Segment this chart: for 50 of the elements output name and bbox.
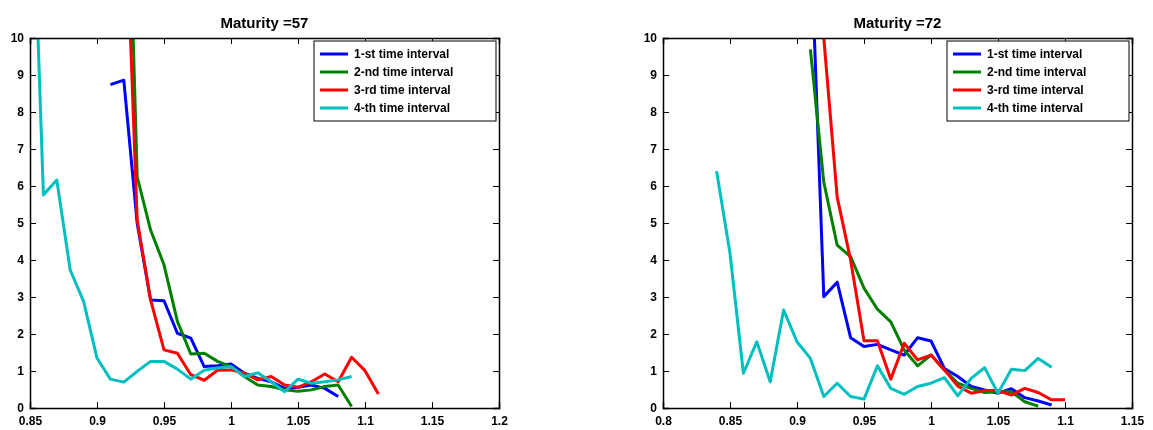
x-tick-label: 1.2 [491, 413, 509, 428]
legend-label: 4-th time interval [354, 101, 451, 115]
y-tick-label: 3 [650, 290, 658, 305]
y-tick-label: 1 [650, 364, 658, 379]
y-tick-label: 9 [17, 68, 25, 83]
line-series [715, 169, 1054, 401]
chart-title: Maturity =72 [853, 14, 942, 31]
x-tick-label: 1.05 [286, 413, 311, 428]
legend-label: 2-nd time interval [354, 65, 454, 79]
chart-title: Maturity =57 [220, 14, 309, 31]
x-tick-label: 0.8 [655, 413, 673, 428]
x-tick-label: 0.85 [718, 413, 743, 428]
legend-label: 1-st time interval [354, 47, 450, 61]
y-tick-label: 5 [17, 216, 25, 231]
y-tick-label: 6 [650, 179, 658, 194]
y-tick-label: 8 [650, 105, 658, 120]
y-tick-label: 3 [17, 290, 25, 305]
x-tick-label: 0.9 [789, 413, 807, 428]
y-tick-label: 7 [650, 142, 658, 157]
y-tick-label: 9 [650, 68, 658, 83]
y-tick-label: 2 [650, 327, 658, 342]
legend-label: 3-rd time interval [987, 83, 1084, 97]
y-tick-label: 10 [643, 31, 658, 46]
y-tick-label: 0 [17, 401, 25, 416]
x-tick-label: 1.05 [986, 413, 1011, 428]
x-tick-label: 0.95 [152, 413, 177, 428]
y-tick-label: 4 [650, 253, 658, 268]
x-tick-label: 1.15 [1120, 413, 1145, 428]
y-tick-label: 10 [10, 31, 25, 46]
x-tick-label: 0.95 [852, 413, 877, 428]
x-tick-label: 1.1 [357, 413, 375, 428]
y-tick-label: 1 [17, 364, 25, 379]
x-tick-label: 1 [228, 413, 236, 428]
y-tick-label: 8 [17, 105, 25, 120]
legend-label: 3-rd time interval [354, 83, 451, 97]
legend-label: 1-st time interval [987, 47, 1083, 61]
x-tick-label: 1 [928, 413, 936, 428]
x-tick-label: 0.9 [89, 413, 107, 428]
y-tick-label: 0 [650, 401, 658, 416]
legend-label: 2-nd time interval [987, 65, 1087, 79]
x-tick-label: 1.1 [1057, 413, 1075, 428]
x-tick-label: 1.15 [420, 413, 445, 428]
x-tick-label: 0.85 [18, 413, 43, 428]
y-tick-label: 4 [17, 253, 25, 268]
y-tick-label: 2 [17, 327, 25, 342]
legend-label: 4-th time interval [987, 101, 1084, 115]
y-tick-label: 7 [17, 142, 25, 157]
y-tick-label: 5 [650, 216, 658, 231]
line-series [36, 38, 354, 394]
y-tick-label: 6 [17, 179, 25, 194]
